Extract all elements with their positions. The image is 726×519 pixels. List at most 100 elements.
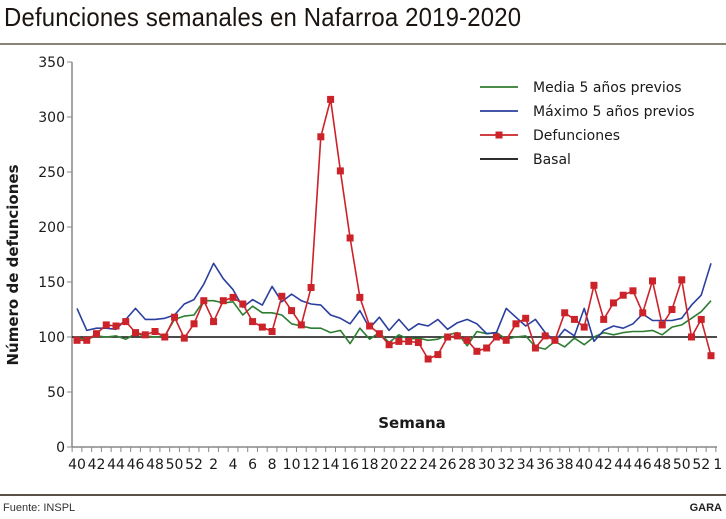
title-divider	[0, 43, 726, 45]
x-tick-label: 16	[341, 457, 359, 473]
legend-item-media: Media 5 años previos	[480, 80, 682, 96]
defunciones-marker	[161, 333, 169, 341]
x-tick-label: 32	[497, 457, 515, 473]
defunciones-marker	[93, 330, 101, 338]
y-tick-label: 0	[56, 440, 65, 456]
defunciones-marker	[629, 287, 637, 295]
defunciones-marker	[151, 328, 159, 335]
defunciones-marker	[590, 281, 598, 289]
defunciones-marker	[73, 336, 81, 344]
x-tick-label: 6	[248, 457, 257, 473]
defunciones-marker	[102, 321, 110, 329]
y-tick-label: 300	[38, 110, 65, 126]
x-tick-label: 52	[185, 457, 203, 473]
x-tick-label: 18	[361, 457, 379, 473]
defunciones-marker	[141, 331, 149, 339]
x-tick-label: 50	[166, 457, 184, 473]
defunciones-marker	[697, 315, 705, 323]
chart-title: Defunciones semanales en Nafarroa 2019-2…	[4, 2, 522, 32]
defunciones-marker	[453, 332, 461, 340]
defunciones-marker	[249, 318, 257, 326]
x-tick-label: 24	[419, 457, 437, 473]
defunciones-marker	[609, 299, 617, 307]
source-note: Fuente: INSPL	[3, 502, 76, 514]
footer-divider	[0, 494, 726, 496]
defunciones-marker	[473, 347, 481, 355]
defunciones-marker	[551, 336, 559, 344]
defunciones-marker	[512, 320, 520, 328]
defunciones-marker	[463, 336, 471, 344]
defunciones-marker	[122, 318, 130, 326]
series-media	[76, 299, 712, 350]
defunciones-marker	[414, 339, 422, 346]
x-tick-label: 40	[575, 457, 593, 473]
defunciones-marker	[366, 322, 374, 330]
defunciones-marker	[444, 333, 452, 341]
defunciones-marker	[210, 318, 218, 326]
x-tick-label: 40	[68, 457, 86, 473]
defunciones-marker	[356, 293, 364, 301]
defunciones-marker	[346, 234, 354, 242]
defunciones-marker	[219, 297, 227, 305]
defunciones-marker	[190, 320, 198, 328]
y-tick-label: 100	[38, 330, 65, 346]
x-tick-label: 48	[653, 457, 671, 473]
defunciones-marker	[492, 333, 500, 341]
x-tick-label: 44	[107, 457, 125, 473]
x-tick-label: 44	[614, 457, 632, 473]
defunciones-marker	[522, 314, 530, 322]
legend-label: Defunciones	[533, 128, 620, 144]
defunciones-marker	[541, 332, 549, 340]
brand-logo: GARA	[689, 502, 722, 514]
defunciones-marker	[171, 313, 179, 321]
x-tick-label: 34	[517, 457, 535, 473]
y-tick-label: 50	[47, 385, 65, 401]
defunciones-marker	[561, 309, 569, 317]
y-axis-title: Número de defunciones	[4, 164, 22, 365]
defunciones-marker	[395, 337, 403, 345]
x-tick-label: 48	[146, 457, 164, 473]
media-line	[76, 299, 712, 350]
defunciones-marker	[200, 297, 208, 305]
defunciones-marker	[239, 300, 247, 308]
defunciones-marker	[336, 167, 344, 175]
defunciones-marker	[687, 333, 695, 341]
defunciones-marker	[317, 133, 325, 141]
defunciones-marker	[268, 328, 276, 335]
defunciones-marker	[307, 284, 315, 291]
y-tick-label: 150	[38, 275, 65, 291]
x-tick-label: 12	[302, 457, 320, 473]
defunciones-marker	[180, 334, 188, 342]
x-tick-label: 30	[478, 457, 496, 473]
defunciones-marker	[424, 355, 432, 363]
defunciones-marker	[132, 329, 140, 337]
legend-item-defunciones: Defunciones	[480, 128, 620, 144]
x-tick-label: 4	[229, 457, 238, 473]
y-tick-label: 250	[38, 165, 65, 181]
x-tick-label: 20	[380, 457, 398, 473]
series-maximo	[76, 262, 712, 343]
defunciones-marker	[258, 323, 266, 331]
series-layer	[72, 95, 717, 363]
y-tick-label: 200	[38, 220, 65, 236]
defunciones-marker	[600, 315, 608, 323]
x-tick-label: 2	[209, 457, 218, 473]
x-tick-label: 26	[439, 457, 457, 473]
defunciones-marker	[327, 95, 335, 103]
defunciones-marker	[483, 344, 491, 352]
defunciones-marker	[707, 352, 715, 360]
defunciones-marker	[112, 322, 120, 330]
defunciones-marker	[639, 309, 647, 317]
defunciones-marker	[570, 315, 578, 323]
x-tick-label: 22	[400, 457, 418, 473]
defunciones-marker	[580, 323, 588, 331]
x-tick-label: 8	[268, 457, 277, 473]
x-tick-label: 46	[127, 457, 145, 473]
defunciones-marker	[278, 292, 286, 300]
x-tick-label: 50	[673, 457, 691, 473]
defunciones-marker	[385, 341, 393, 349]
x-axis: 40 42 44 46 48 50 52 2 4 6 8 10 12 14 16 18 20 22 24 26 28 30…	[68, 446, 722, 473]
legend-marker-icon	[495, 131, 503, 139]
maximo-line	[76, 262, 712, 343]
